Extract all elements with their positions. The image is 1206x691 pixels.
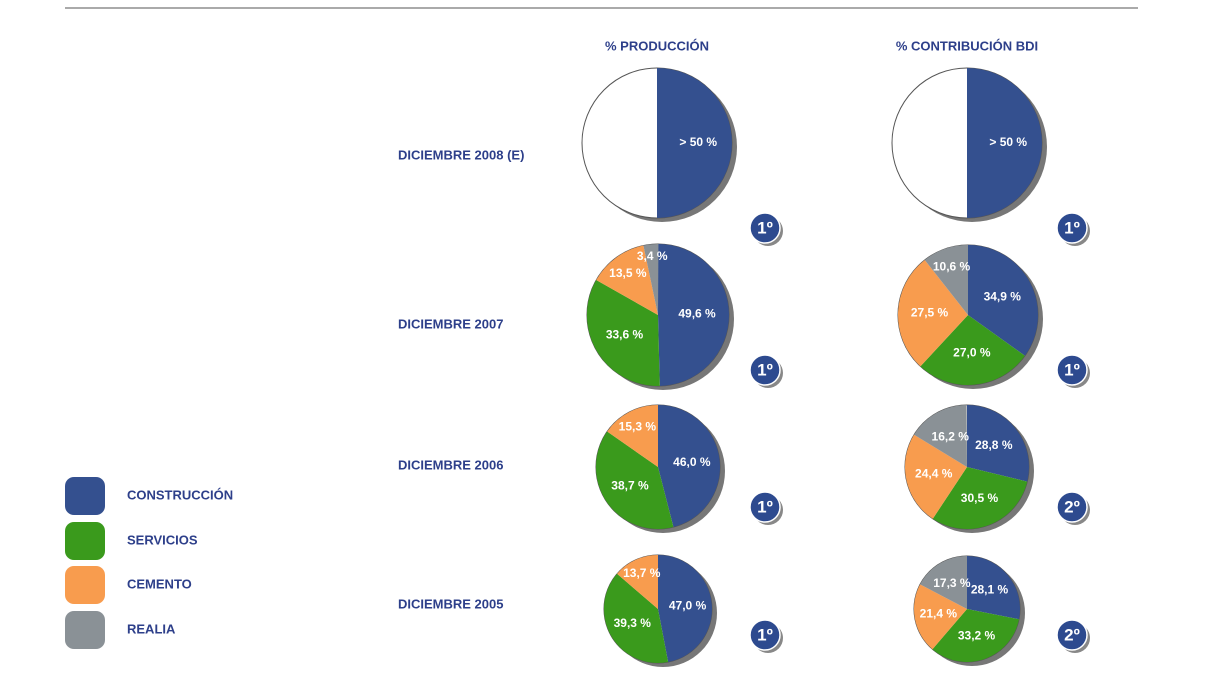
legend-label: REALIA bbox=[127, 621, 176, 636]
row-label: DICIEMBRE 2005 bbox=[398, 596, 503, 611]
pie-slice bbox=[658, 555, 712, 663]
rank-label: 2º bbox=[1064, 497, 1080, 516]
rank-badge bbox=[749, 212, 781, 244]
pie-slice bbox=[617, 555, 658, 609]
legend-swatch bbox=[65, 566, 105, 604]
value-label: 24,4 % bbox=[915, 467, 953, 481]
value-label: 13,5 % bbox=[609, 266, 647, 280]
value-label: 27,0 % bbox=[953, 345, 991, 359]
rank-badge bbox=[1056, 212, 1088, 244]
pie-slice bbox=[924, 245, 968, 315]
value-label: 33,2 % bbox=[958, 629, 996, 643]
row-label: DICIEMBRE 2008 (E) bbox=[398, 147, 524, 162]
value-label: 27,5 % bbox=[911, 306, 949, 320]
value-label: 38,7 % bbox=[611, 479, 649, 493]
value-label: 39,3 % bbox=[614, 616, 652, 630]
value-label: 49,6 % bbox=[678, 307, 716, 321]
rank-label: 1º bbox=[757, 625, 773, 644]
pie-slice bbox=[604, 573, 669, 663]
pie-slice bbox=[587, 280, 660, 386]
rank-badge bbox=[749, 354, 781, 386]
legend-label: SERVICIOS bbox=[127, 532, 198, 547]
pie-slice bbox=[607, 405, 658, 467]
rank-label: 1º bbox=[1064, 218, 1080, 237]
pie-slice bbox=[657, 68, 732, 218]
value-label: 28,1 % bbox=[971, 583, 1009, 597]
value-label: 15,3 % bbox=[619, 420, 657, 434]
value-label: > 50 % bbox=[989, 135, 1027, 149]
pie-slice bbox=[920, 556, 967, 609]
value-label: > 50 % bbox=[679, 135, 717, 149]
pie-slice bbox=[596, 431, 674, 529]
value-label: 28,8 % bbox=[975, 438, 1013, 452]
pie-slice bbox=[967, 68, 1042, 218]
value-label: 3,4 % bbox=[637, 249, 668, 263]
value-label: 16,2 % bbox=[932, 429, 970, 443]
legend-label: CEMENTO bbox=[127, 576, 192, 591]
pie-slice bbox=[968, 245, 1038, 356]
value-label: 13,7 % bbox=[623, 566, 661, 580]
value-label: 46,0 % bbox=[673, 455, 711, 469]
rank-badge bbox=[1056, 491, 1088, 523]
value-label: 33,6 % bbox=[606, 327, 644, 341]
pie-slice bbox=[658, 405, 720, 528]
pie-slice bbox=[967, 405, 1029, 482]
rank-badge bbox=[749, 491, 781, 523]
pie-slice bbox=[914, 405, 967, 467]
value-label: 21,4 % bbox=[920, 607, 958, 621]
value-label: 17,3 % bbox=[933, 576, 971, 590]
pie-slice bbox=[932, 609, 1019, 662]
rank-label: 1º bbox=[757, 497, 773, 516]
pie-slice bbox=[643, 244, 659, 315]
legend-swatch bbox=[65, 611, 105, 649]
column-header: % CONTRIBUCIÓN BDI bbox=[896, 38, 1038, 53]
pie-slice bbox=[897, 259, 968, 367]
rank-label: 2º bbox=[1064, 625, 1080, 644]
legend-swatch bbox=[65, 522, 105, 560]
pie-slice bbox=[920, 315, 1025, 385]
rank-badge bbox=[1056, 619, 1088, 651]
row-label: DICIEMBRE 2006 bbox=[398, 457, 503, 472]
legend-swatch bbox=[65, 477, 105, 515]
pie-slice bbox=[914, 584, 967, 650]
rank-badge bbox=[1056, 354, 1088, 386]
value-label: 30,5 % bbox=[961, 491, 999, 505]
value-label: 10,6 % bbox=[933, 260, 971, 274]
rank-label: 1º bbox=[757, 218, 773, 237]
pie-slice bbox=[905, 434, 967, 519]
rank-badge bbox=[749, 619, 781, 651]
legend-label: CONSTRUCCIÓN bbox=[127, 487, 233, 502]
row-label: DICIEMBRE 2007 bbox=[398, 316, 503, 331]
value-label: 47,0 % bbox=[669, 598, 707, 612]
pie-slice bbox=[932, 467, 1028, 530]
pie-slice bbox=[658, 244, 729, 386]
rank-label: 1º bbox=[757, 360, 773, 379]
pie-slice bbox=[967, 556, 1021, 620]
column-header: % PRODUCCIÓN bbox=[605, 38, 709, 53]
pie-slice bbox=[596, 245, 658, 315]
rank-label: 1º bbox=[1064, 360, 1080, 379]
value-label: 34,9 % bbox=[984, 290, 1022, 304]
